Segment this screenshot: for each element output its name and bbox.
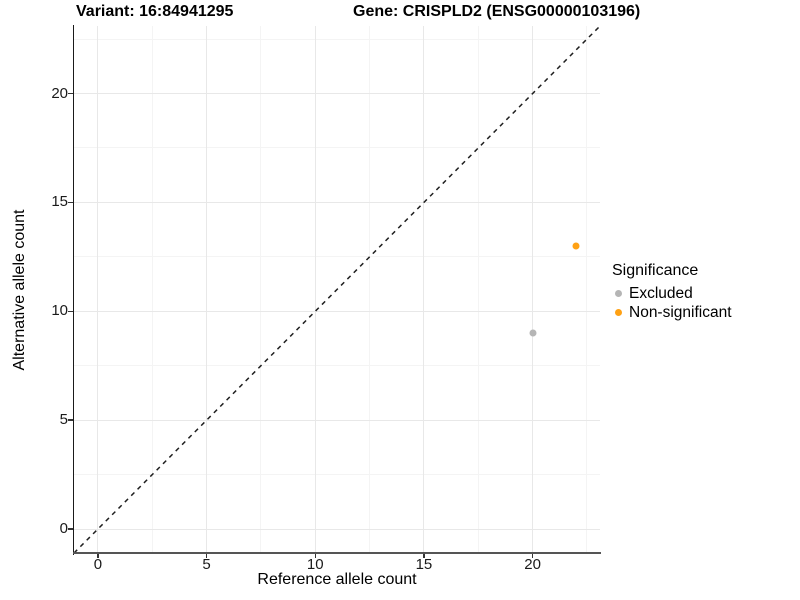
y-axis-line <box>72 25 74 555</box>
x-minor-gridline <box>477 26 479 553</box>
y-minor-gridline <box>74 256 600 258</box>
y-tick-label: 0 <box>59 520 68 538</box>
legend-item-label: Non-significant <box>629 303 732 321</box>
gene-title: Gene: CRISPLD2 (ENSG00000103196) <box>353 3 641 20</box>
y-minor-gridline <box>74 365 600 367</box>
legend-item-non-significant: Non-significant <box>612 303 732 322</box>
y-tick-label: 5 <box>59 411 68 429</box>
data-point-non-significant <box>572 242 580 250</box>
x-tick-label: 15 <box>415 556 433 573</box>
y-minor-gridline <box>74 474 600 476</box>
x-minor-gridline <box>260 26 262 553</box>
y-tick-mark <box>68 92 73 95</box>
y-major-gridline <box>74 310 600 312</box>
legend-item-label: Excluded <box>629 284 693 302</box>
x-minor-gridline <box>369 26 371 553</box>
plot-panel <box>73 25 601 554</box>
y-major-gridline <box>74 201 600 203</box>
y-tick-mark <box>68 201 73 204</box>
x-tick-label: 0 <box>93 556 103 573</box>
y-major-gridline <box>74 93 600 94</box>
identity-line-stroke <box>73 25 601 554</box>
y-major-gridline <box>74 419 600 421</box>
x-major-gridline <box>206 26 208 553</box>
x-tick-mark <box>531 553 534 558</box>
legend: Significance Excluded Non-significant <box>612 262 732 322</box>
x-axis-line <box>72 551 601 554</box>
legend-point-icon <box>615 290 622 297</box>
x-tick-label: 10 <box>306 556 324 573</box>
x-tick-label: 20 <box>524 556 541 573</box>
y-tick-mark <box>68 419 73 421</box>
data-point-excluded <box>529 329 537 337</box>
y-tick-mark <box>68 310 73 313</box>
y-major-gridline <box>74 528 600 530</box>
x-major-gridline <box>423 26 425 553</box>
legend-point-icon <box>615 309 622 316</box>
y-minor-gridline <box>74 38 600 40</box>
legend-items: Excluded Non-significant <box>612 284 732 322</box>
legend-item-excluded: Excluded <box>612 284 732 303</box>
y-axis-label: Alternative allele count <box>11 209 28 371</box>
x-minor-gridline <box>586 26 588 553</box>
y-minor-gridline <box>74 147 600 149</box>
y-tick-label: 10 <box>51 302 68 320</box>
x-minor-gridline <box>151 26 153 553</box>
x-major-gridline <box>97 26 99 553</box>
y-tick-mark <box>68 528 73 530</box>
x-tick-mark <box>314 553 316 558</box>
x-major-gridline <box>314 26 316 553</box>
identity-line <box>73 25 601 554</box>
y-tick-label: 20 <box>51 84 68 102</box>
x-tick-label: 5 <box>202 556 211 573</box>
x-tick-mark <box>423 553 425 558</box>
x-major-gridline <box>532 26 534 553</box>
x-tick-mark <box>97 553 99 558</box>
x-axis-label: Reference allele count <box>257 571 417 588</box>
y-tick-label: 15 <box>51 193 68 211</box>
legend-title: Significance <box>612 262 699 279</box>
x-tick-mark <box>205 553 208 558</box>
variant-title: Variant: 16:84941295 <box>76 3 234 20</box>
